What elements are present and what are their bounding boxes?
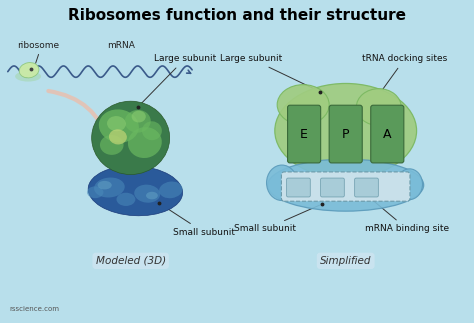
Ellipse shape <box>88 166 182 216</box>
Text: rsscience.com: rsscience.com <box>9 306 59 312</box>
Ellipse shape <box>275 83 417 178</box>
Text: Modeled (3D): Modeled (3D) <box>96 256 166 266</box>
Text: Small subunit: Small subunit <box>234 205 319 234</box>
Ellipse shape <box>159 182 182 198</box>
FancyArrowPatch shape <box>48 91 109 142</box>
FancyBboxPatch shape <box>282 172 410 201</box>
Text: mRNA: mRNA <box>107 41 135 50</box>
FancyBboxPatch shape <box>320 178 344 197</box>
Text: P: P <box>342 128 349 141</box>
Ellipse shape <box>134 185 160 203</box>
Ellipse shape <box>19 63 39 78</box>
FancyBboxPatch shape <box>329 105 362 163</box>
Ellipse shape <box>268 159 424 211</box>
Ellipse shape <box>132 111 146 122</box>
Ellipse shape <box>356 89 401 126</box>
Ellipse shape <box>117 193 136 206</box>
Ellipse shape <box>125 110 151 133</box>
Ellipse shape <box>99 109 139 143</box>
Text: Large subunit: Large subunit <box>140 54 216 105</box>
Ellipse shape <box>100 135 124 155</box>
Text: Small subunit: Small subunit <box>161 205 235 237</box>
Ellipse shape <box>277 85 329 125</box>
Ellipse shape <box>142 121 162 140</box>
FancyBboxPatch shape <box>371 105 404 163</box>
Text: Ribosomes function and their structure: Ribosomes function and their structure <box>68 8 406 23</box>
Ellipse shape <box>15 71 41 82</box>
Ellipse shape <box>87 186 103 198</box>
Ellipse shape <box>397 169 422 200</box>
Ellipse shape <box>146 192 158 199</box>
FancyBboxPatch shape <box>355 178 378 197</box>
FancyBboxPatch shape <box>288 105 320 163</box>
Text: E: E <box>300 128 308 141</box>
FancyBboxPatch shape <box>287 178 310 197</box>
Text: tRNA docking sites: tRNA docking sites <box>362 54 447 89</box>
Ellipse shape <box>107 116 126 131</box>
Text: Simplified: Simplified <box>320 256 372 266</box>
Ellipse shape <box>94 178 125 197</box>
Ellipse shape <box>91 101 170 174</box>
Text: mRNA binding site: mRNA binding site <box>365 201 449 234</box>
Text: A: A <box>383 128 392 141</box>
Ellipse shape <box>98 181 112 189</box>
Text: ribosome: ribosome <box>18 41 60 50</box>
Ellipse shape <box>109 129 127 144</box>
Ellipse shape <box>128 127 162 158</box>
Text: Large subunit: Large subunit <box>220 54 317 90</box>
Ellipse shape <box>266 165 297 201</box>
